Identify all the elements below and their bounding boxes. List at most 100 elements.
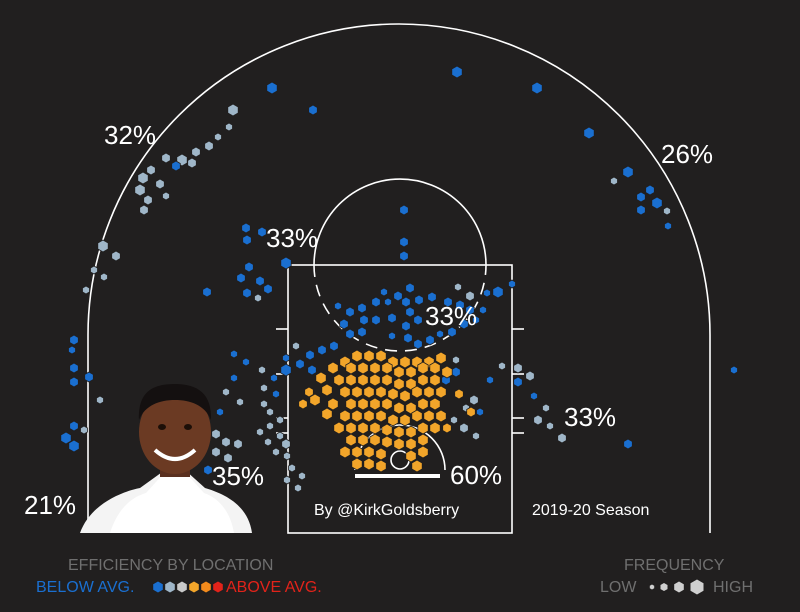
shot-hex bbox=[380, 287, 388, 297]
shot-hex bbox=[435, 385, 447, 399]
legend: EFFICIENCY BY LOCATION BELOW AVG. ABOVE … bbox=[36, 557, 753, 596]
shot-hex bbox=[411, 385, 423, 399]
shot-hex bbox=[479, 305, 487, 315]
shot-hex bbox=[371, 314, 381, 326]
shot-hex bbox=[227, 103, 239, 117]
shot-hex bbox=[399, 355, 411, 369]
shot-hex bbox=[351, 445, 363, 459]
shot-hex bbox=[454, 282, 462, 292]
shot-hex bbox=[242, 234, 252, 246]
shot-hex bbox=[276, 415, 284, 425]
shot-hex bbox=[60, 431, 72, 445]
shot-hex bbox=[244, 261, 254, 273]
shot-hex bbox=[427, 291, 437, 303]
shot-hex bbox=[411, 409, 423, 423]
legend-color-hex bbox=[164, 580, 176, 594]
free-throw-circle-top bbox=[313, 178, 487, 266]
shot-hex bbox=[298, 398, 308, 410]
shot-hex bbox=[90, 265, 98, 275]
shot-hex bbox=[357, 433, 369, 447]
shot-hex bbox=[375, 349, 387, 363]
free-throw-circle-bottom bbox=[313, 264, 487, 352]
shot-hex bbox=[304, 386, 314, 398]
shot-hex bbox=[143, 194, 153, 206]
shot-hex bbox=[357, 373, 369, 387]
shot-hex bbox=[636, 191, 646, 203]
zone-label-left-wing: 32% bbox=[104, 120, 156, 150]
shot-hex bbox=[329, 340, 339, 352]
shot-hex bbox=[345, 328, 355, 340]
shot-hex bbox=[255, 275, 265, 287]
shot-hex bbox=[270, 373, 278, 383]
shot-hex bbox=[242, 287, 252, 299]
shot-hex bbox=[69, 376, 79, 388]
shot-hex bbox=[381, 361, 393, 375]
shot-hex bbox=[241, 222, 251, 234]
shot-hex bbox=[645, 184, 655, 196]
shot-hex bbox=[417, 361, 429, 375]
zone-label-left-baseline: 35% bbox=[212, 461, 264, 491]
shot-hex bbox=[393, 401, 405, 415]
shot-hex bbox=[345, 361, 357, 375]
shot-hex bbox=[222, 387, 230, 397]
shot-hex bbox=[664, 221, 672, 231]
shot-hex bbox=[68, 345, 76, 355]
shot-hex bbox=[266, 421, 274, 431]
shot-hex bbox=[82, 285, 90, 295]
shot-hex bbox=[530, 391, 538, 401]
shot-hex bbox=[280, 256, 292, 270]
shot-hex bbox=[216, 407, 224, 417]
shot-hex bbox=[429, 421, 441, 435]
shot-hex bbox=[546, 421, 554, 431]
shot-hex bbox=[393, 437, 405, 451]
shot-hex bbox=[345, 397, 357, 411]
shot-hex bbox=[413, 314, 423, 326]
shot-hex bbox=[442, 422, 452, 434]
shot-hex bbox=[334, 301, 342, 311]
shot-hex bbox=[663, 206, 671, 216]
shot-hex bbox=[387, 413, 399, 427]
shot-hex bbox=[525, 370, 535, 382]
shot-hex bbox=[351, 409, 363, 423]
shot-hex bbox=[369, 361, 381, 375]
shot-hex bbox=[351, 457, 363, 471]
shot-hex bbox=[451, 65, 463, 79]
shot-hex bbox=[429, 397, 441, 411]
shot-hex bbox=[425, 334, 435, 346]
shot-hex bbox=[321, 383, 333, 397]
paint-lane bbox=[287, 264, 513, 534]
shot-hex bbox=[204, 140, 214, 152]
shot-hex bbox=[533, 414, 543, 426]
shot-hex bbox=[146, 164, 156, 176]
shot-hex bbox=[492, 285, 504, 299]
shot-hex bbox=[84, 371, 94, 383]
shot-hex bbox=[96, 395, 104, 405]
shot-hex bbox=[272, 447, 280, 457]
shot-hex bbox=[450, 415, 458, 425]
legend-color-hex bbox=[188, 580, 200, 594]
shot-hex bbox=[69, 334, 79, 346]
shot-hex bbox=[339, 445, 351, 459]
shot-hex bbox=[417, 421, 429, 435]
shot-hex bbox=[622, 165, 634, 179]
legend-frequency-title: FREQUENCY bbox=[624, 557, 725, 574]
shot-hex bbox=[97, 239, 109, 253]
shot-hex bbox=[443, 296, 453, 308]
shot-hex bbox=[465, 304, 475, 316]
shot-hex bbox=[498, 361, 506, 371]
shot-hex bbox=[417, 445, 429, 459]
shot-hex bbox=[369, 433, 381, 447]
shot-hex bbox=[472, 431, 480, 441]
shot-hex bbox=[363, 457, 375, 471]
shot-hex bbox=[405, 282, 415, 294]
zone-label-right-wing: 26% bbox=[661, 139, 713, 169]
shot-hex bbox=[369, 373, 381, 387]
shot-hex bbox=[69, 420, 79, 432]
shot-hex bbox=[393, 377, 405, 391]
shot-hex bbox=[393, 290, 403, 302]
shot-hex bbox=[327, 361, 339, 375]
shot-hex bbox=[298, 471, 306, 481]
shot-hex bbox=[230, 349, 238, 359]
shot-hex bbox=[345, 433, 357, 447]
shot-hex bbox=[583, 126, 595, 140]
